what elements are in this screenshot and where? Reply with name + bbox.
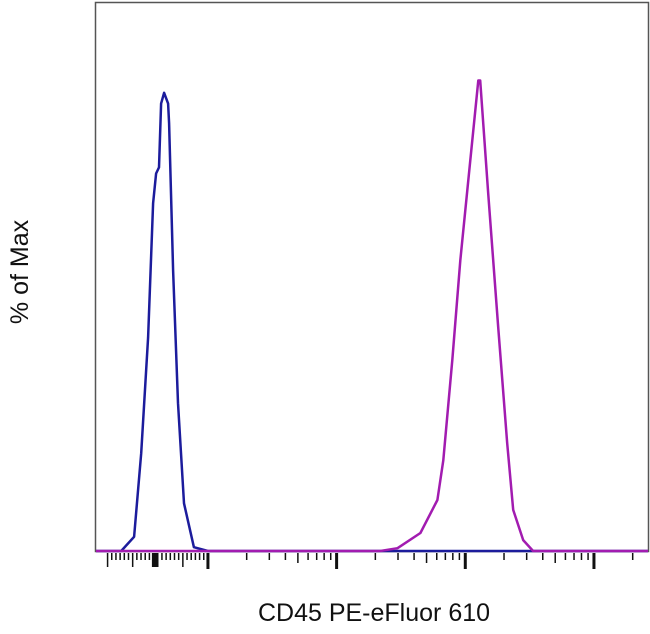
histogram-series-1 bbox=[96, 91, 648, 553]
plot-frame bbox=[94, 1, 650, 553]
x-axis-label: CD45 PE-eFluor 610 bbox=[258, 599, 490, 627]
histogram-series-2 bbox=[96, 79, 648, 553]
series-group bbox=[96, 79, 648, 553]
y-axis-label: % of Max bbox=[6, 219, 34, 324]
x-axis-ticks bbox=[106, 553, 634, 569]
